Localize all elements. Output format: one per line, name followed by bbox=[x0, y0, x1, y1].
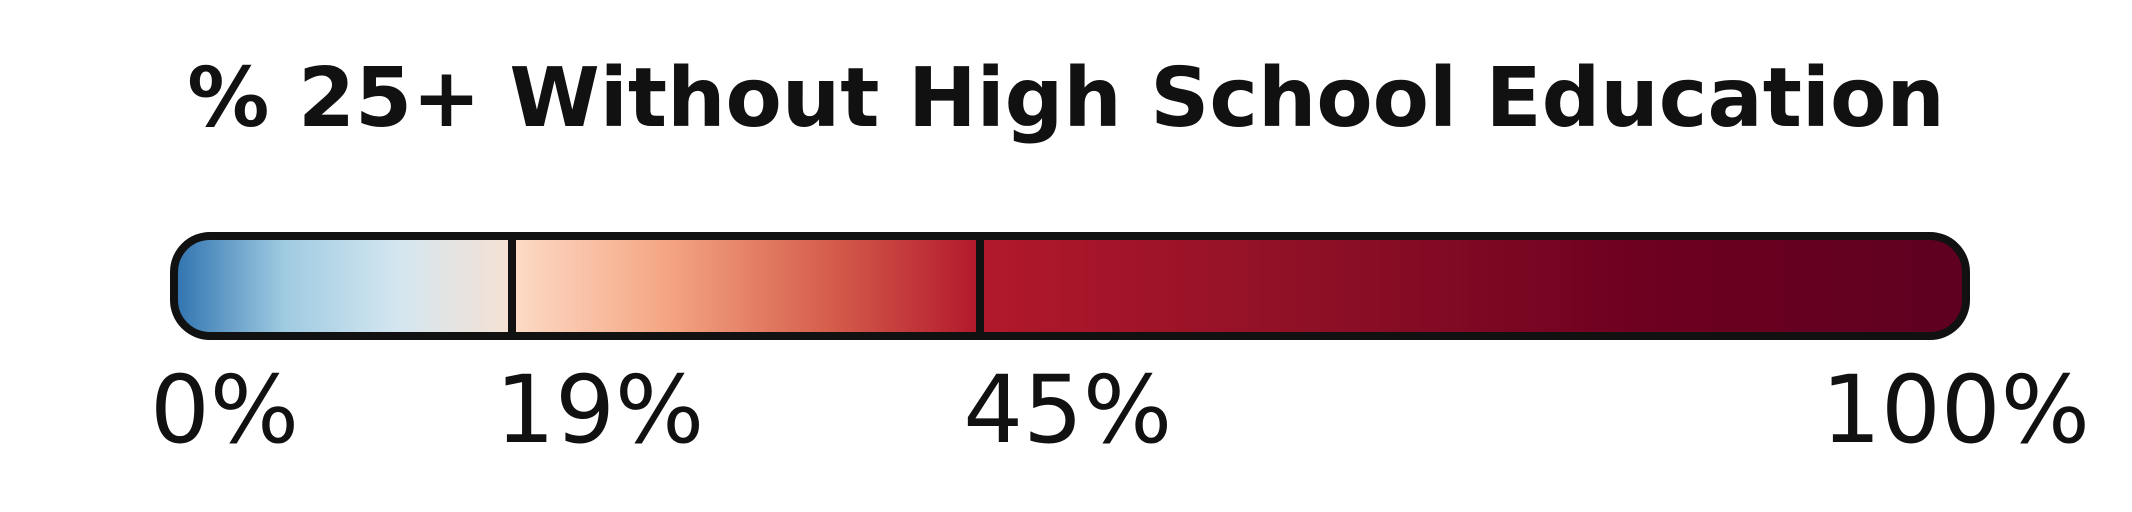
legend-title: % 25+ Without High School Education bbox=[187, 51, 1945, 146]
color-scale-outline bbox=[170, 232, 1970, 340]
tick-label-45: 45% bbox=[963, 356, 1173, 465]
color-segment-45-100 bbox=[980, 236, 1966, 336]
color-scale-bar bbox=[170, 232, 1970, 340]
color-segment-0-19 bbox=[174, 236, 512, 336]
color-scale-svg bbox=[170, 232, 1970, 340]
tick-label-100: 100% bbox=[1821, 356, 2090, 465]
tick-label-19: 19% bbox=[495, 356, 705, 465]
color-segment-19-45 bbox=[512, 236, 980, 336]
tick-label-0: 0% bbox=[150, 356, 300, 465]
color-scale-dividers bbox=[508, 232, 984, 340]
color-scale-segments bbox=[174, 236, 1966, 336]
